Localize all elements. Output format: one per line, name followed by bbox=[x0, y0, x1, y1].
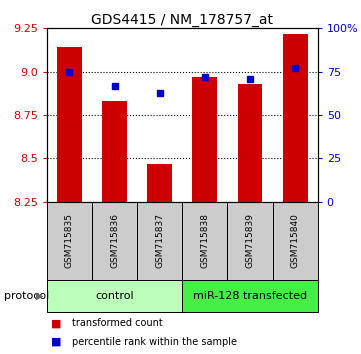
Bar bbox=[102, 101, 127, 202]
Bar bbox=[57, 47, 82, 202]
Text: ■: ■ bbox=[51, 337, 61, 347]
Bar bbox=[182, 202, 227, 280]
Text: GSM715835: GSM715835 bbox=[65, 213, 74, 268]
Bar bbox=[47, 280, 182, 312]
Text: percentile rank within the sample: percentile rank within the sample bbox=[72, 337, 237, 347]
Bar bbox=[192, 77, 217, 202]
Title: GDS4415 / NM_178757_at: GDS4415 / NM_178757_at bbox=[91, 13, 273, 27]
Bar bbox=[182, 280, 318, 312]
Text: GSM715838: GSM715838 bbox=[200, 213, 209, 268]
Text: protocol: protocol bbox=[4, 291, 49, 301]
Text: GSM715840: GSM715840 bbox=[291, 213, 300, 268]
Text: GSM715837: GSM715837 bbox=[155, 213, 164, 268]
Text: miR-128 transfected: miR-128 transfected bbox=[193, 291, 307, 301]
Bar bbox=[147, 164, 172, 202]
Text: GSM715836: GSM715836 bbox=[110, 213, 119, 268]
Bar bbox=[283, 34, 308, 202]
Bar bbox=[238, 84, 262, 202]
Text: GSM715839: GSM715839 bbox=[245, 213, 255, 268]
Bar bbox=[92, 202, 137, 280]
Text: transformed count: transformed count bbox=[72, 318, 163, 329]
Bar bbox=[227, 202, 273, 280]
Bar bbox=[137, 202, 182, 280]
Text: ■: ■ bbox=[51, 318, 61, 329]
Text: control: control bbox=[95, 291, 134, 301]
Bar bbox=[273, 202, 318, 280]
Text: ▶: ▶ bbox=[36, 291, 44, 301]
Bar bbox=[47, 202, 92, 280]
